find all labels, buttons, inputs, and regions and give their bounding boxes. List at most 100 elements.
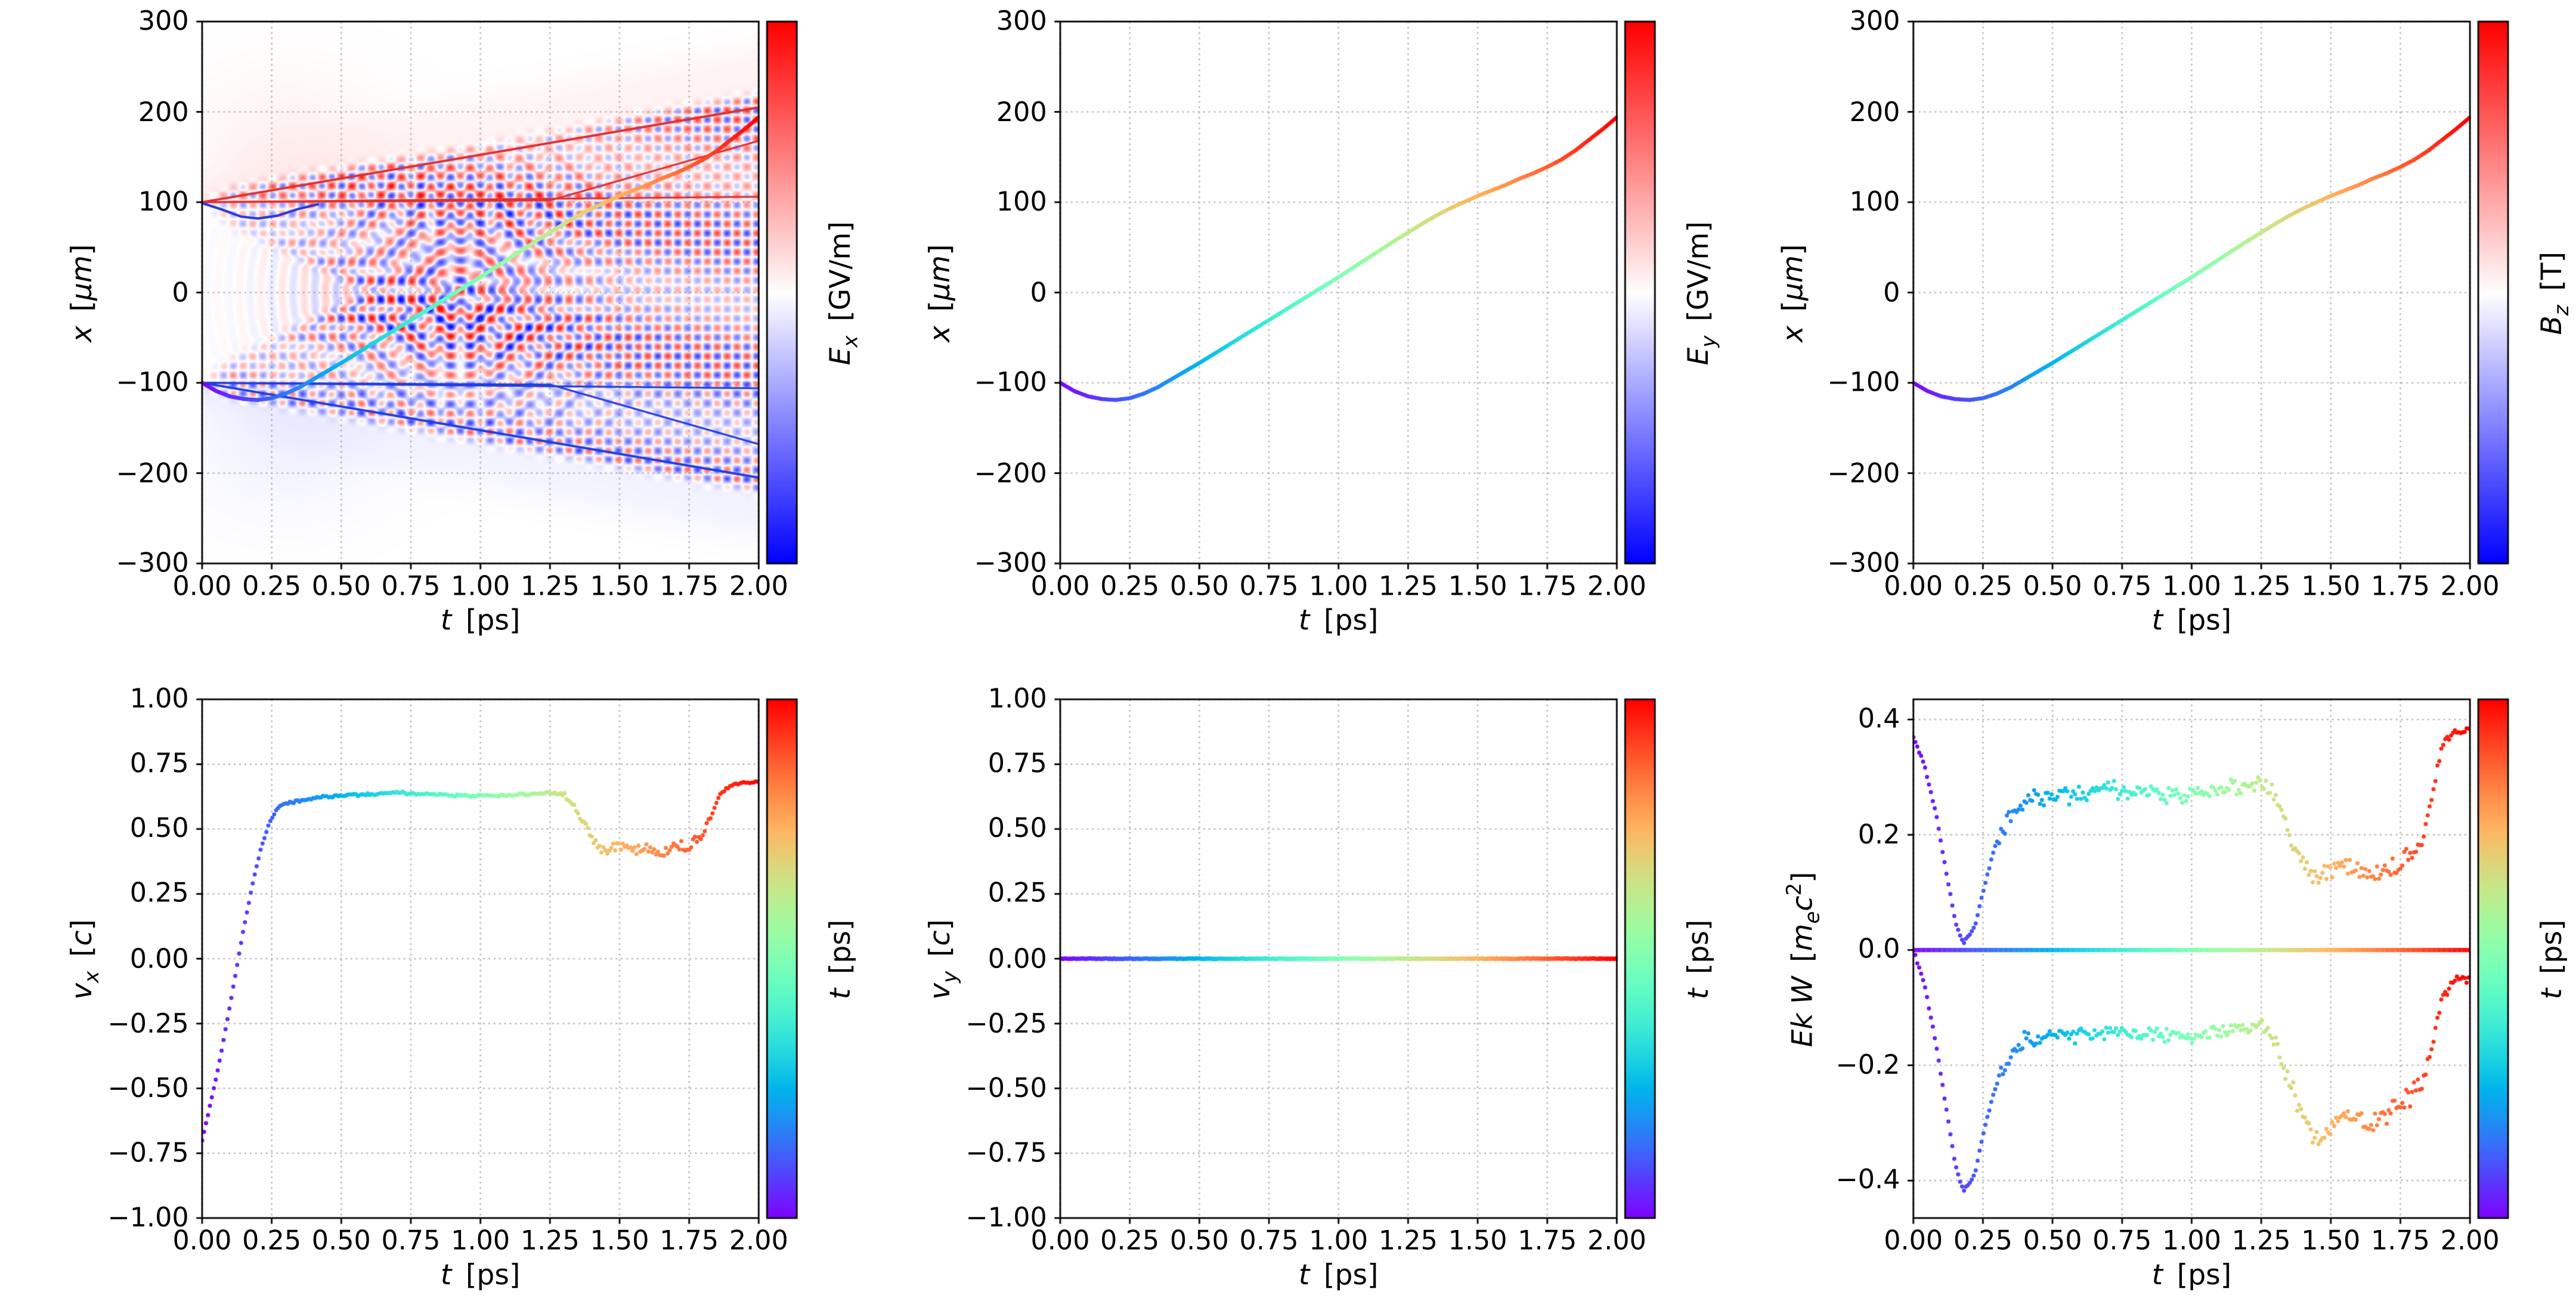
y-tick-label: 200	[996, 95, 1047, 127]
x-tick-label: 1.75	[660, 570, 719, 602]
x-axis-label-ey: t [ps]	[1298, 605, 1379, 638]
x-tick-label: 1.25	[1378, 570, 1438, 602]
colorbar-label-vy: t [ps]	[1683, 919, 1717, 999]
colorbar-label-ex: Ex [GV/m]	[825, 220, 862, 365]
x-axis-label-vx: t [ps]	[440, 1259, 521, 1293]
y-tick-label: −200	[1827, 456, 1900, 489]
x-tick-label: 1.75	[1518, 1225, 1577, 1256]
x-tick-label: 0.25	[1953, 570, 2012, 602]
x-tick-label: 0.75	[2092, 570, 2152, 602]
y-tick-label: −300	[116, 546, 189, 579]
x-tick-label: 1.75	[2370, 570, 2430, 602]
y-tick-label: 0	[172, 276, 189, 308]
x-tick-label: 2.00	[2440, 1225, 2500, 1256]
y-tick-label: 0.00	[987, 942, 1047, 974]
x-tick-label: 1.25	[520, 570, 580, 602]
x-axis-label-vy: t [ps]	[1298, 1259, 1379, 1293]
plot-canvas-vx	[185, 682, 776, 1235]
y-tick-label: 0.50	[129, 812, 189, 844]
y-tick-label: −0.75	[107, 1136, 189, 1169]
x-tick-label: 0.75	[1239, 570, 1299, 602]
x-tick-label: 1.25	[2231, 570, 2291, 602]
x-tick-label: 0.00	[1884, 1225, 1943, 1256]
y-tick-label: −0.50	[107, 1071, 189, 1104]
y-tick-label: 1.00	[129, 682, 189, 715]
x-tick-label: 0.75	[1239, 1225, 1299, 1256]
x-tick-label: 0.50	[2023, 570, 2082, 602]
x-tick-label: 1.50	[2301, 570, 2361, 602]
y-axis-label-vx: vx [c]	[66, 918, 104, 999]
x-tick-label: 1.50	[1448, 570, 1507, 602]
plot-canvas-x-vs-t-ey	[1044, 5, 1634, 580]
y-tick-label: −200	[116, 456, 189, 489]
y-tick-label: 0	[1030, 276, 1047, 308]
y-tick-label: 100	[1849, 186, 1900, 217]
x-tick-label: 0.50	[311, 1225, 371, 1256]
y-tick-label: 200	[138, 95, 189, 127]
x-tick-label: 0.25	[1953, 1225, 2012, 1256]
x-tick-label: 1.00	[1309, 570, 1368, 602]
x-tick-label: 1.50	[1448, 1225, 1507, 1256]
plot-canvas-x-vs-t-ex	[185, 5, 776, 580]
y-tick-label: −100	[1827, 366, 1900, 398]
x-tick-label: 0.25	[1100, 1225, 1160, 1256]
colorbar-canvas-bz	[2462, 5, 2525, 580]
y-tick-label: −0.25	[107, 1007, 189, 1039]
x-tick-label: 0.50	[2023, 1225, 2082, 1256]
plot-canvas-x-vs-t-bz	[1896, 5, 2487, 580]
y-tick-label: −0.75	[965, 1136, 1047, 1169]
y-tick-label: 100	[996, 186, 1047, 217]
x-tick-label: 0.75	[381, 570, 441, 602]
y-tick-label: −1.00	[965, 1201, 1047, 1233]
y-tick-label: 200	[1849, 95, 1900, 127]
x-axis-label-ekw: t [ps]	[2151, 1259, 2232, 1293]
y-axis-label-ekw: Ek W [mec2]	[1782, 871, 1824, 1047]
plot-canvas-vy	[1044, 682, 1634, 1235]
y-tick-label: −200	[974, 456, 1047, 489]
y-tick-label: 0.2	[1857, 818, 1900, 850]
x-tick-label: 1.50	[590, 570, 649, 602]
x-tick-label: 1.75	[660, 1225, 719, 1256]
y-tick-label: 0.75	[987, 747, 1047, 780]
colorbar-label-ekw: t [ps]	[2536, 919, 2569, 999]
y-tick-label: 0.25	[987, 877, 1047, 909]
x-tick-label: 2.00	[2440, 570, 2500, 602]
colorbar-canvas-ey	[1608, 5, 1672, 580]
y-tick-label: 300	[996, 5, 1047, 37]
x-tick-label: 1.25	[2231, 1225, 2291, 1256]
colorbar-canvas-vy	[1608, 682, 1672, 1235]
y-tick-label: 1.00	[987, 682, 1047, 715]
y-tick-label: −0.50	[965, 1071, 1047, 1104]
y-tick-label: 300	[138, 5, 189, 37]
y-tick-label: −100	[116, 366, 189, 398]
x-tick-label: 0.00	[1030, 570, 1090, 602]
y-axis-label-ex: x [μm]	[66, 243, 100, 342]
colorbar-label-bz: Bz [T]	[2536, 251, 2574, 335]
y-tick-label: −300	[974, 546, 1047, 579]
x-tick-label: 1.00	[451, 570, 510, 602]
x-tick-label: 1.25	[1378, 1225, 1438, 1256]
colorbar-canvas-ex	[750, 5, 814, 580]
colorbar-label-ey: Ey [GV/m]	[1683, 220, 1720, 365]
x-tick-label: 0.25	[242, 570, 302, 602]
x-tick-label: 1.00	[2162, 1225, 2221, 1256]
y-tick-label: 0.25	[129, 877, 189, 909]
x-tick-label: 1.25	[520, 1225, 580, 1256]
x-tick-label: 2.00	[729, 1225, 788, 1256]
x-tick-label: 1.00	[1309, 1225, 1368, 1256]
x-tick-label: 1.00	[451, 1225, 510, 1256]
x-tick-label: 0.25	[1100, 570, 1160, 602]
y-tick-label: 0.4	[1857, 703, 1900, 735]
y-tick-label: 300	[1849, 5, 1900, 37]
x-axis-label-ex: t [ps]	[440, 605, 521, 638]
y-tick-label: −0.4	[1835, 1164, 1900, 1196]
y-axis-label-bz: x [μm]	[1777, 243, 1811, 342]
y-axis-label-ey: x [μm]	[924, 243, 958, 342]
y-tick-label: 0	[1883, 276, 1900, 308]
x-tick-label: 1.50	[2301, 1225, 2361, 1256]
x-tick-label: 2.00	[729, 570, 788, 602]
